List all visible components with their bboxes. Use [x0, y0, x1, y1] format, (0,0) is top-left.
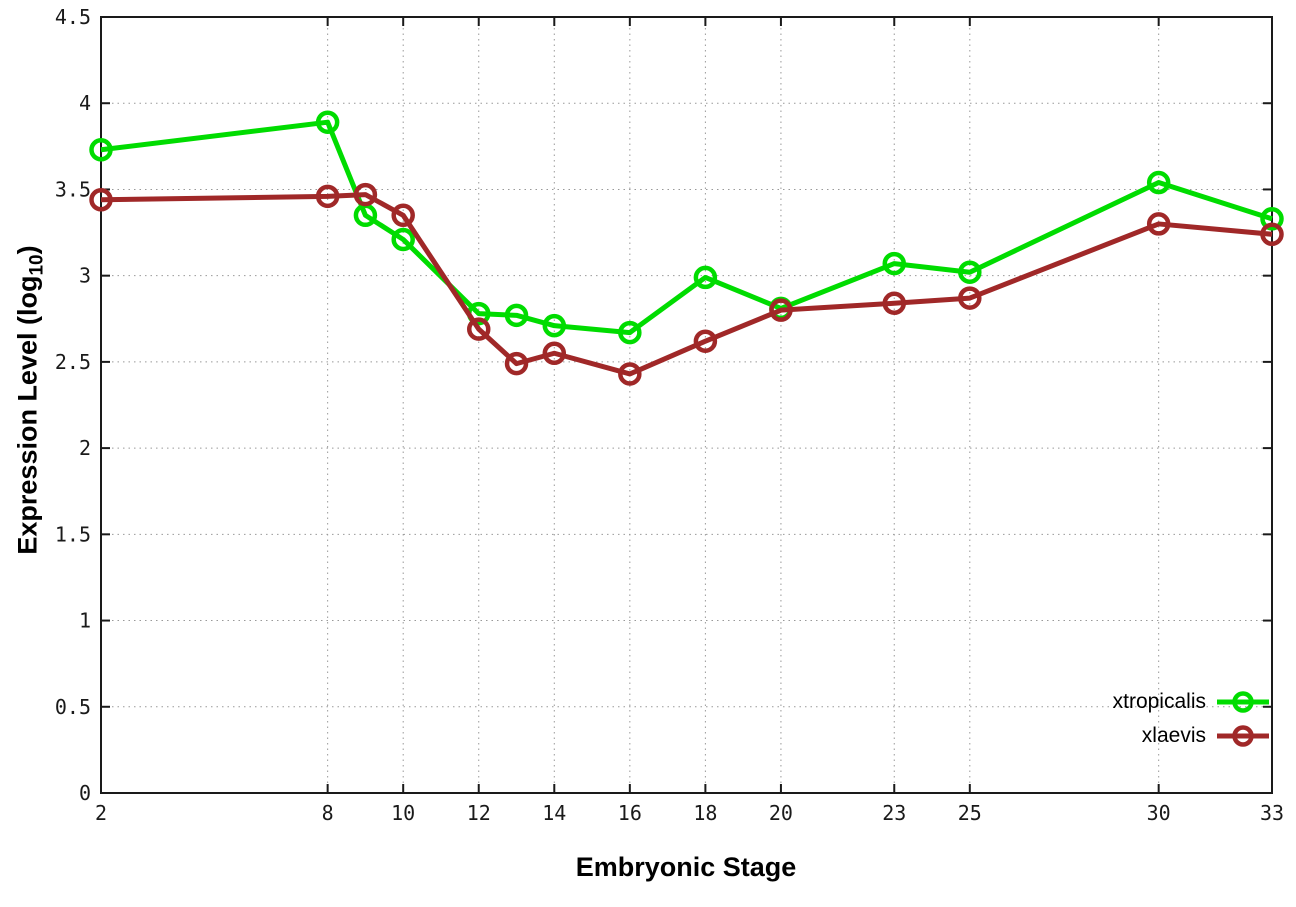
y-tick-label: 4.5 [55, 5, 91, 29]
y-tick-label: 2.5 [55, 350, 91, 374]
x-tick-label: 23 [882, 801, 906, 825]
y-tick-label: 1 [79, 609, 91, 633]
data-point-xlaevis-20 [769, 298, 793, 322]
x-axis-title: Embryonic Stage [575, 852, 797, 882]
legend-label-xlaevis: xlaevis [1141, 724, 1206, 747]
x-tick-label: 16 [618, 801, 642, 825]
x-tick-label: 8 [322, 801, 334, 825]
data-point-xtropicalis-14 [542, 313, 567, 338]
data-point-xlaevis-2 [89, 188, 113, 212]
legend-sample-xlaevis [1217, 725, 1269, 747]
legend-entry-xlaevis: xlaevis [1113, 719, 1270, 753]
y-axis-title: Expression Level (log10) [12, 245, 48, 555]
y-tick-label: 3 [79, 264, 91, 288]
y-tick-label: 1.5 [55, 522, 91, 546]
data-point-xtropicalis-33 [1260, 207, 1284, 231]
series-line-xtropicalis [100, 119, 1273, 336]
data-point-xlaevis-16 [618, 362, 642, 386]
data-point-xlaevis-25 [958, 286, 982, 310]
x-tick-label: 14 [542, 801, 566, 825]
data-point-xtropicalis-18 [693, 265, 718, 290]
y-axis-title-subscript: 10 [26, 254, 48, 276]
y-tick-label: 0 [79, 781, 91, 805]
x-tick-label: 18 [693, 801, 717, 825]
legend: xtropicalis xlaevis [1113, 685, 1270, 753]
data-point-xlaevis-12 [466, 317, 491, 341]
series-line-xlaevis [100, 192, 1273, 377]
y-tick-label: 0.5 [55, 695, 91, 719]
y-tick-label: 2 [79, 436, 91, 460]
data-point-xlaevis-18 [693, 329, 718, 353]
data-point-xlaevis-23 [882, 291, 907, 316]
data-point-xtropicalis-2 [89, 138, 113, 162]
y-axis-title-text: Expression Level (log [12, 275, 43, 555]
legend-entry-xtropicalis: xtropicalis [1113, 685, 1270, 719]
plot-border [100, 16, 1273, 794]
legend-marker-icon [1232, 725, 1254, 747]
data-point-xtropicalis-10 [391, 227, 415, 252]
x-tick-label: 33 [1260, 801, 1284, 825]
data-point-xlaevis-9 [353, 182, 378, 207]
data-point-xtropicalis-23 [882, 251, 907, 276]
data-point-xtropicalis-8 [315, 110, 340, 134]
x-tick-label: 2 [95, 801, 107, 825]
y-tick-label: 3.5 [55, 177, 91, 201]
legend-label-xtropicalis: xtropicalis [1112, 690, 1206, 713]
x-tick-label: 30 [1147, 801, 1171, 825]
data-point-xlaevis-10 [391, 203, 415, 228]
data-point-xtropicalis-25 [958, 260, 982, 284]
data-point-xtropicalis-13 [504, 303, 529, 328]
data-point-xlaevis-33 [1260, 222, 1284, 247]
x-tick-label: 25 [958, 801, 982, 825]
x-tick-label: 12 [467, 801, 491, 825]
data-point-xtropicalis-30 [1146, 170, 1171, 195]
y-tick-label: 4 [79, 91, 91, 115]
y-axis-title-close: ) [12, 245, 43, 255]
x-tick-label: 10 [391, 801, 415, 825]
data-point-xlaevis-14 [542, 341, 567, 366]
data-point-xtropicalis-16 [618, 320, 642, 345]
data-point-xlaevis-30 [1146, 212, 1171, 236]
legend-sample-xtropicalis [1217, 691, 1269, 713]
legend-marker-icon [1232, 691, 1254, 713]
data-point-xlaevis-13 [504, 351, 529, 376]
x-tick-label: 20 [769, 801, 793, 825]
data-point-xlaevis-8 [315, 184, 340, 209]
